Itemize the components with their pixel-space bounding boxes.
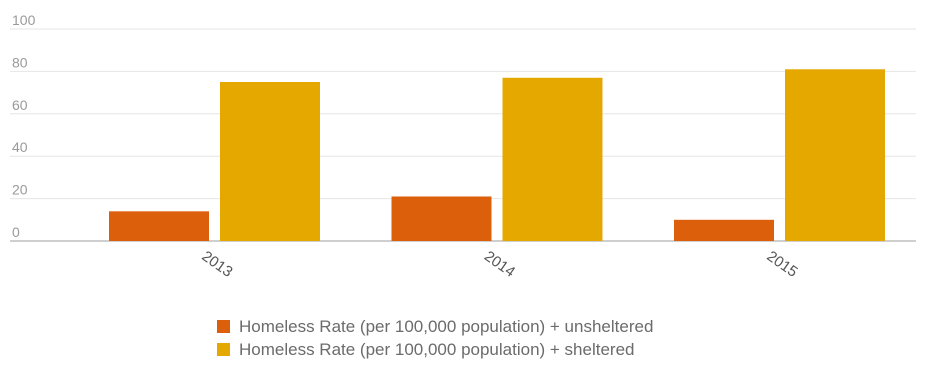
bar-2015-series-0[interactable]	[674, 219, 774, 241]
bar-2013-series-0[interactable]	[109, 211, 209, 241]
y-tick-label-20: 20	[12, 182, 28, 198]
x-tick-label-2015: 2015	[764, 248, 801, 281]
y-tick-label-100: 100	[12, 12, 36, 28]
x-tick-label-2013: 2013	[199, 248, 236, 281]
legend-swatch-unsheltered	[217, 320, 230, 333]
x-axis-tick-labels: 2013 2014 2015	[199, 248, 801, 281]
legend: Homeless Rate (per 100,000 population) +…	[217, 315, 917, 361]
y-axis-tick-labels: 0 20 40 60 80 100	[12, 12, 36, 240]
legend-label-unsheltered: Homeless Rate (per 100,000 population) +…	[239, 316, 654, 336]
y-tick-label-0: 0	[12, 224, 20, 240]
bar-2015-series-1[interactable]	[785, 69, 885, 241]
bars	[109, 69, 885, 241]
legend-item-unsheltered[interactable]: Homeless Rate (per 100,000 population) +…	[217, 315, 917, 338]
bar-2014-series-0[interactable]	[391, 196, 492, 241]
y-tick-label-40: 40	[12, 139, 28, 155]
legend-item-sheltered[interactable]: Homeless Rate (per 100,000 population) +…	[217, 338, 917, 361]
legend-swatch-sheltered	[217, 343, 230, 356]
legend-label-sheltered: Homeless Rate (per 100,000 population) +…	[239, 339, 635, 359]
bar-chart: 0 20 40 60 80 100 2013 2014 2015	[10, 12, 916, 281]
bar-2013-series-1[interactable]	[220, 82, 320, 241]
bar-2014-series-1[interactable]	[502, 77, 603, 241]
y-tick-label-60: 60	[12, 97, 28, 113]
y-tick-label-80: 80	[12, 54, 28, 70]
x-tick-label-2014: 2014	[481, 248, 518, 281]
